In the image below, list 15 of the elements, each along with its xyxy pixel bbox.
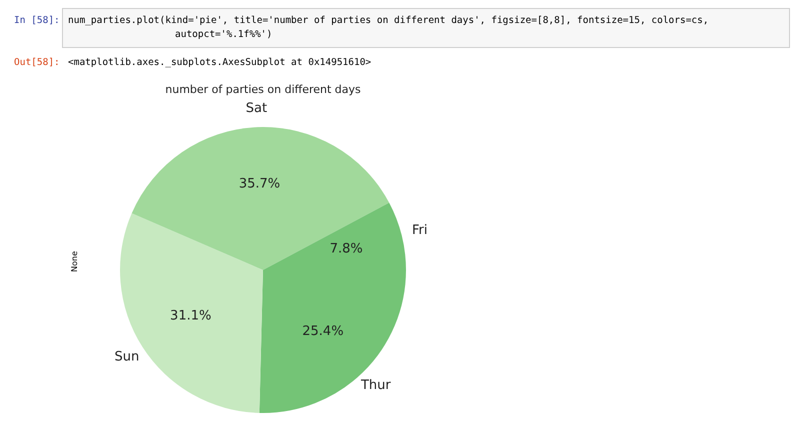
data-label: 31.1% — [170, 308, 212, 324]
slice-label: Sat — [246, 100, 268, 116]
data-label: 7.8% — [330, 242, 363, 257]
data-label: 35.7% — [238, 176, 280, 192]
text: Out[58]: — [14, 56, 60, 70]
data-label: 25.4% — [302, 324, 344, 339]
text: autopct='%.1f%%') — [175, 28, 272, 42]
text: num_parties.plot(kind='pie', title='number of parties on different days', figsize=[8,8], fontsize=15, colors=cs, — [68, 14, 709, 28]
text: In [58]: — [14, 14, 60, 28]
text: <matplotlib.axes._subplots.AxesSubplot at 0x14951610> — [68, 56, 372, 70]
slice-label: Sun — [114, 349, 140, 364]
slice-label: Fri — [412, 223, 428, 238]
chart-title: number of parties on different days — [165, 82, 362, 96]
text: None — [70, 251, 79, 272]
slice-label: Thur — [360, 378, 392, 394]
